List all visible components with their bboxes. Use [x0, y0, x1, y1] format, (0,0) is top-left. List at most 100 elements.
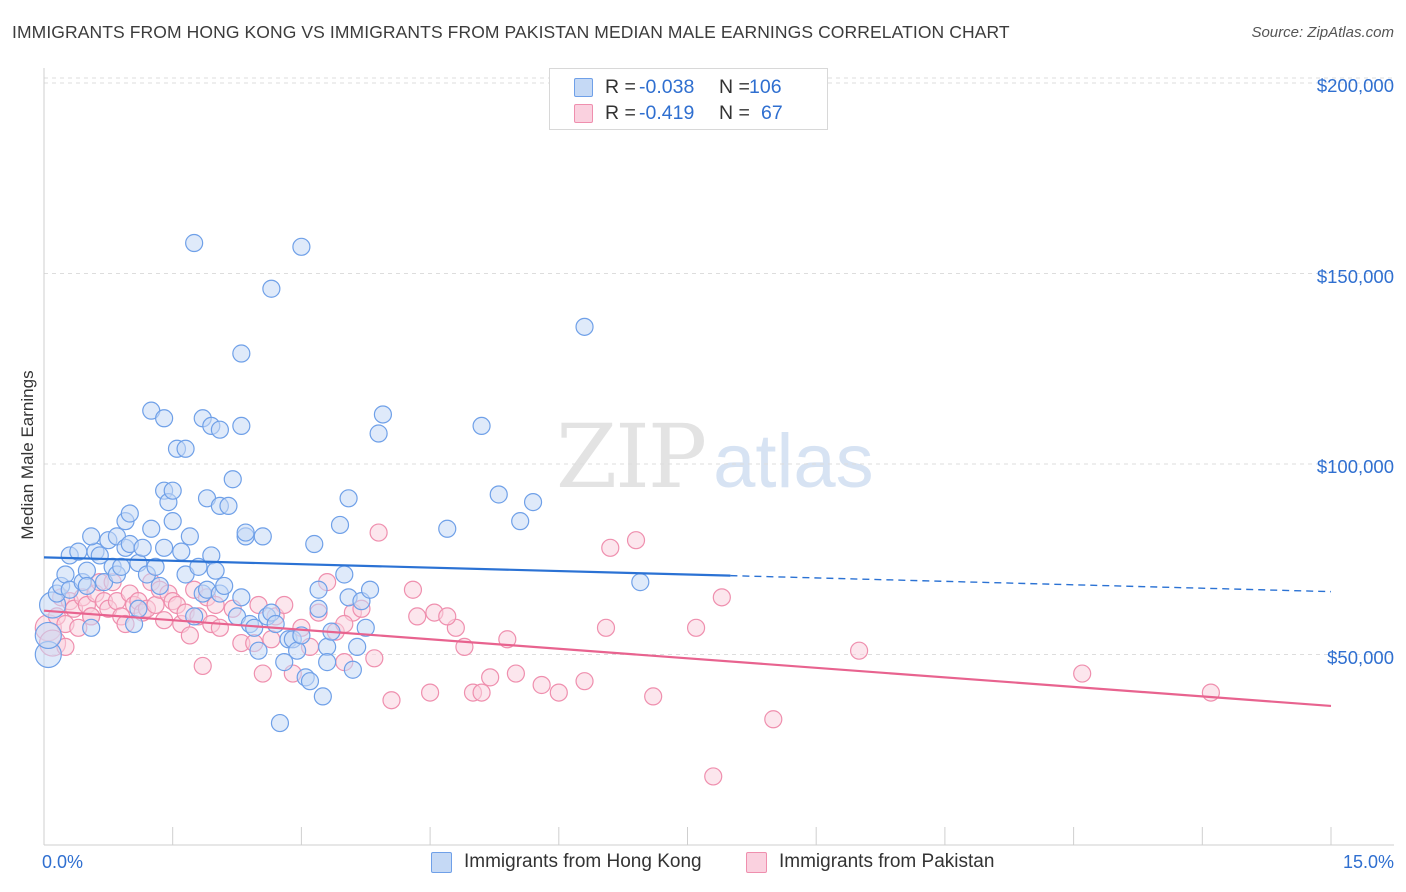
hong-kong-point — [215, 576, 234, 596]
hong-kong-point — [309, 580, 328, 599]
hong-kong-point — [210, 420, 229, 439]
pakistan-point — [365, 649, 384, 668]
axes — [43, 68, 1394, 846]
x-tick-max: 15.0% — [1342, 852, 1394, 872]
pakistan-point — [549, 683, 568, 702]
legend-r-label: R = — [605, 101, 636, 124]
pakistan-point — [180, 626, 199, 645]
pakistan-point — [575, 672, 594, 691]
chart-title: IMMIGRANTS FROM HONG KONG VS IMMIGRANTS … — [12, 22, 1010, 42]
hong-kong-point — [82, 618, 101, 637]
series-legend-hong-kong[interactable]: Immigrants from Hong Kong — [431, 851, 702, 873]
hong-kong-point — [155, 538, 174, 557]
pakistan-point — [704, 767, 723, 786]
y-tick-label: $50,000 — [1327, 646, 1394, 668]
hong-kong-point — [262, 279, 281, 298]
hong-kong-point — [129, 599, 148, 618]
hong-kong-point — [34, 621, 62, 650]
trend-lines — [43, 556, 1332, 708]
hong-kong-trend-line — [43, 556, 731, 577]
hong-kong-point — [232, 344, 251, 363]
hong-kong-point — [206, 561, 225, 580]
pakistan-point — [849, 641, 869, 660]
hong-kong-point — [339, 489, 358, 508]
hong-kong-trend-extension — [730, 574, 1332, 593]
hong-kong-point — [249, 641, 268, 660]
hong-kong-point — [176, 439, 195, 458]
legend-row-pakistan: R = -0.419 N = 67 — [574, 101, 783, 125]
legend-swatch-pakistan — [574, 103, 593, 123]
hong-kong-point — [266, 614, 285, 634]
hong-kong-point — [348, 637, 367, 656]
y-tick-label: $150,000 — [1316, 265, 1394, 287]
hong-kong-point — [318, 653, 337, 672]
hong-kong-point — [369, 424, 388, 443]
hong-kong-point — [305, 534, 324, 554]
y-tick-label: $200,000 — [1316, 75, 1394, 96]
grid-lines — [44, 77, 1394, 655]
hong-kong-point — [185, 233, 204, 253]
pakistan-point — [1073, 664, 1092, 683]
hong-kong-point — [300, 672, 320, 691]
hong-kong-point — [330, 515, 350, 535]
data-points — [34, 233, 1220, 786]
hong-kong-point — [523, 493, 543, 512]
hong-kong-point — [223, 470, 242, 489]
pakistan-point — [644, 687, 663, 706]
pakistan-trend-line — [43, 609, 1332, 708]
legend-n-value: 67 — [761, 101, 783, 124]
pakistan-point — [764, 710, 783, 729]
hong-kong-point — [318, 637, 337, 656]
pakistan-point — [253, 664, 272, 683]
legend-n-label: N = — [719, 75, 750, 98]
hong-kong-point — [343, 660, 362, 679]
series-swatch-pakistan — [746, 851, 767, 873]
pakistan-point — [596, 618, 616, 637]
hong-kong-point — [236, 523, 255, 542]
hong-kong-point — [472, 416, 491, 435]
hong-kong-point — [112, 557, 131, 576]
legend-n-value: 106 — [749, 75, 782, 98]
pakistan-point — [403, 580, 423, 599]
pakistan-point — [369, 523, 388, 542]
series-legend-pakistan[interactable]: Immigrants from Pakistan — [746, 851, 994, 873]
chart-source: Source: ZipAtlas.com — [1251, 24, 1394, 41]
pakistan-point — [421, 683, 440, 702]
hong-kong-point — [232, 588, 251, 607]
hong-kong-point — [489, 485, 508, 504]
pakistan-point — [210, 618, 229, 637]
series-label-pakistan: Immigrants from Pakistan — [779, 851, 995, 872]
hong-kong-point — [253, 527, 272, 546]
hong-kong-point — [575, 317, 594, 336]
hong-kong-point — [270, 713, 290, 733]
correlation-legend: R = -0.038 N = 106 R = -0.419 N = 67 — [549, 68, 828, 130]
hong-kong-point — [146, 557, 165, 576]
pakistan-point — [601, 538, 620, 557]
legend-n-label: N = — [719, 101, 750, 124]
pakistan-point — [438, 607, 457, 626]
pakistan-point — [193, 656, 212, 676]
hong-kong-point — [360, 580, 380, 599]
y-tick-label: $100,000 — [1316, 456, 1394, 477]
hong-kong-point — [631, 573, 650, 592]
hong-kong-point — [219, 496, 238, 516]
pakistan-point — [686, 618, 706, 637]
pakistan-point — [472, 683, 491, 702]
legend-row-hong-kong: R = -0.038 N = 106 — [574, 75, 782, 99]
series-swatch-hong-kong — [431, 851, 452, 873]
hong-kong-point — [155, 409, 174, 428]
legend-r-label: R = — [605, 75, 636, 98]
hong-kong-point — [150, 576, 169, 596]
pakistan-point — [626, 531, 646, 550]
legend-r-value: -0.419 — [639, 101, 695, 124]
series-legend: Immigrants from Hong Kong Immigrants fro… — [0, 851, 1406, 879]
hong-kong-point — [56, 565, 75, 584]
hong-kong-point — [120, 504, 139, 523]
pakistan-point — [498, 630, 517, 649]
legend-r-value: -0.038 — [639, 75, 695, 98]
hong-kong-point — [313, 687, 332, 706]
hong-kong-point — [82, 527, 101, 546]
hong-kong-point — [292, 626, 311, 645]
hong-kong-point — [511, 512, 530, 531]
